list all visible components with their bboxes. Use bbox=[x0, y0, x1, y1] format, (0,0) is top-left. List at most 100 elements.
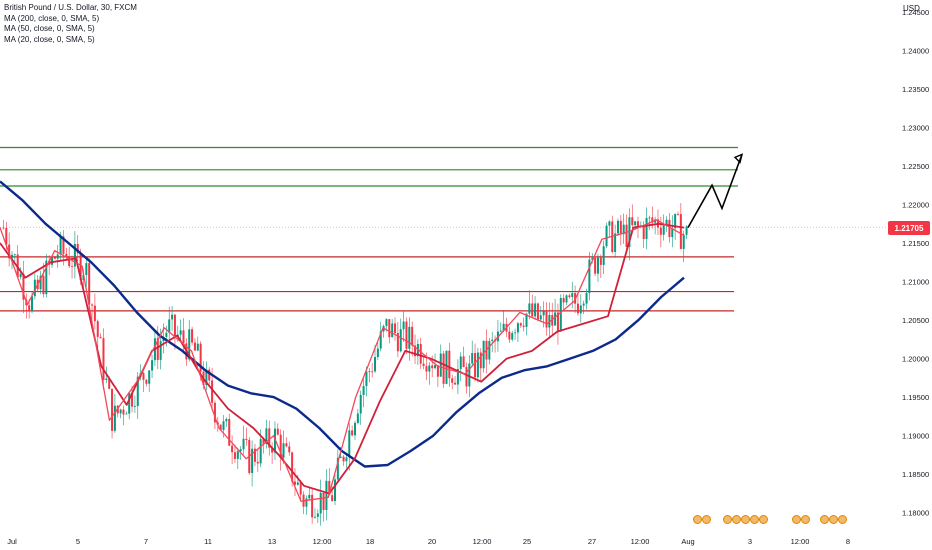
candle-body bbox=[636, 221, 639, 227]
candle-body bbox=[539, 315, 542, 320]
candle-body bbox=[634, 221, 637, 226]
candle-body bbox=[122, 409, 125, 415]
candle-body bbox=[13, 254, 16, 256]
candle-body bbox=[313, 516, 316, 518]
event-flag-icon[interactable] bbox=[723, 515, 732, 524]
candle-body bbox=[188, 329, 191, 360]
event-flag-icon[interactable] bbox=[820, 515, 829, 524]
candle-body bbox=[454, 382, 457, 385]
candle-body bbox=[534, 303, 537, 317]
candle-body bbox=[465, 367, 468, 387]
candle-body bbox=[368, 371, 371, 373]
x-tick-label: 12:00 bbox=[631, 537, 650, 546]
candle-body bbox=[642, 225, 645, 239]
candle-body bbox=[211, 380, 214, 403]
candle-body bbox=[468, 363, 471, 387]
candle-body bbox=[173, 314, 176, 337]
candle-body bbox=[596, 257, 599, 274]
candle-body bbox=[568, 295, 571, 298]
x-tick-label: Jul bbox=[7, 537, 17, 546]
candle-body bbox=[113, 405, 116, 431]
candle-body bbox=[625, 224, 628, 247]
candle-body bbox=[219, 424, 222, 430]
legend-ma200: MA (200, close, 0, SMA, 5) bbox=[4, 13, 100, 23]
candle-body bbox=[5, 227, 8, 245]
candle-body bbox=[65, 253, 68, 258]
candle-body bbox=[528, 303, 531, 314]
candle-body bbox=[459, 356, 462, 369]
candle-body bbox=[56, 254, 59, 259]
candle-body bbox=[293, 481, 296, 485]
event-flag-icon[interactable] bbox=[702, 515, 711, 524]
candle-body bbox=[328, 480, 331, 496]
candle-body bbox=[148, 370, 151, 384]
candle-body bbox=[245, 438, 248, 440]
candle-body bbox=[591, 257, 594, 260]
y-tick-label: 1.18000 bbox=[902, 509, 929, 518]
candle-body bbox=[16, 254, 19, 278]
candle-body bbox=[51, 257, 54, 265]
candle-body bbox=[76, 243, 79, 254]
candle-body bbox=[236, 451, 239, 459]
y-tick-label: 1.20000 bbox=[902, 355, 929, 364]
candle-body bbox=[462, 356, 465, 368]
candle-body bbox=[405, 321, 408, 349]
event-flag-icon[interactable] bbox=[838, 515, 847, 524]
candle-body bbox=[651, 217, 654, 223]
event-flag-icon[interactable] bbox=[759, 515, 768, 524]
y-tick-label: 1.24500 bbox=[902, 8, 929, 17]
candle-body bbox=[474, 353, 477, 378]
candle-body bbox=[668, 219, 671, 238]
event-flag-icon[interactable] bbox=[829, 515, 838, 524]
candle-body bbox=[559, 297, 562, 332]
candle-body bbox=[411, 326, 414, 346]
candle-body bbox=[676, 213, 679, 215]
x-tick-label: 12:00 bbox=[791, 537, 810, 546]
candle-body bbox=[554, 312, 557, 326]
x-tick-label: 7 bbox=[144, 537, 148, 546]
x-tick-label: 12:00 bbox=[473, 537, 492, 546]
candle-body bbox=[502, 323, 505, 331]
candle-body bbox=[616, 220, 619, 234]
x-tick-label: 5 bbox=[76, 537, 80, 546]
candle-body bbox=[522, 325, 525, 327]
event-flag-icon[interactable] bbox=[792, 515, 801, 524]
candle-body bbox=[53, 257, 56, 259]
candle-body bbox=[348, 430, 351, 458]
event-flag-icon[interactable] bbox=[732, 515, 741, 524]
candle-body bbox=[276, 428, 279, 435]
candle-body bbox=[159, 341, 162, 360]
candle-body bbox=[379, 331, 382, 349]
candle-body bbox=[445, 350, 448, 384]
event-flag-icon[interactable] bbox=[750, 515, 759, 524]
event-icons-group bbox=[723, 515, 768, 524]
event-flag-icon[interactable] bbox=[741, 515, 750, 524]
ma20-line bbox=[0, 219, 685, 502]
y-tick-label: 1.19500 bbox=[902, 393, 929, 402]
candle-body bbox=[516, 323, 519, 333]
candle-body bbox=[614, 233, 617, 252]
candle-body bbox=[354, 422, 357, 436]
x-tick-label: 11 bbox=[204, 537, 212, 546]
candle-body bbox=[414, 345, 417, 357]
candle-body bbox=[262, 439, 265, 444]
candle-body bbox=[391, 323, 394, 338]
candle-body bbox=[376, 348, 379, 358]
candle-body bbox=[605, 225, 608, 247]
candle-body bbox=[419, 343, 422, 364]
candle-body bbox=[111, 388, 114, 431]
event-flag-icon[interactable] bbox=[801, 515, 810, 524]
y-tick-label: 1.22500 bbox=[902, 162, 929, 171]
candle-body bbox=[508, 331, 511, 340]
candle-body bbox=[145, 379, 148, 384]
candle-body bbox=[42, 275, 45, 295]
event-flag-icon[interactable] bbox=[693, 515, 702, 524]
candle-body bbox=[59, 236, 62, 255]
candle-body bbox=[182, 330, 185, 344]
x-tick-label: 8 bbox=[846, 537, 850, 546]
candle-body bbox=[488, 340, 491, 360]
candle-body bbox=[685, 226, 688, 235]
candle-body bbox=[191, 329, 194, 343]
candle-body bbox=[362, 386, 365, 395]
